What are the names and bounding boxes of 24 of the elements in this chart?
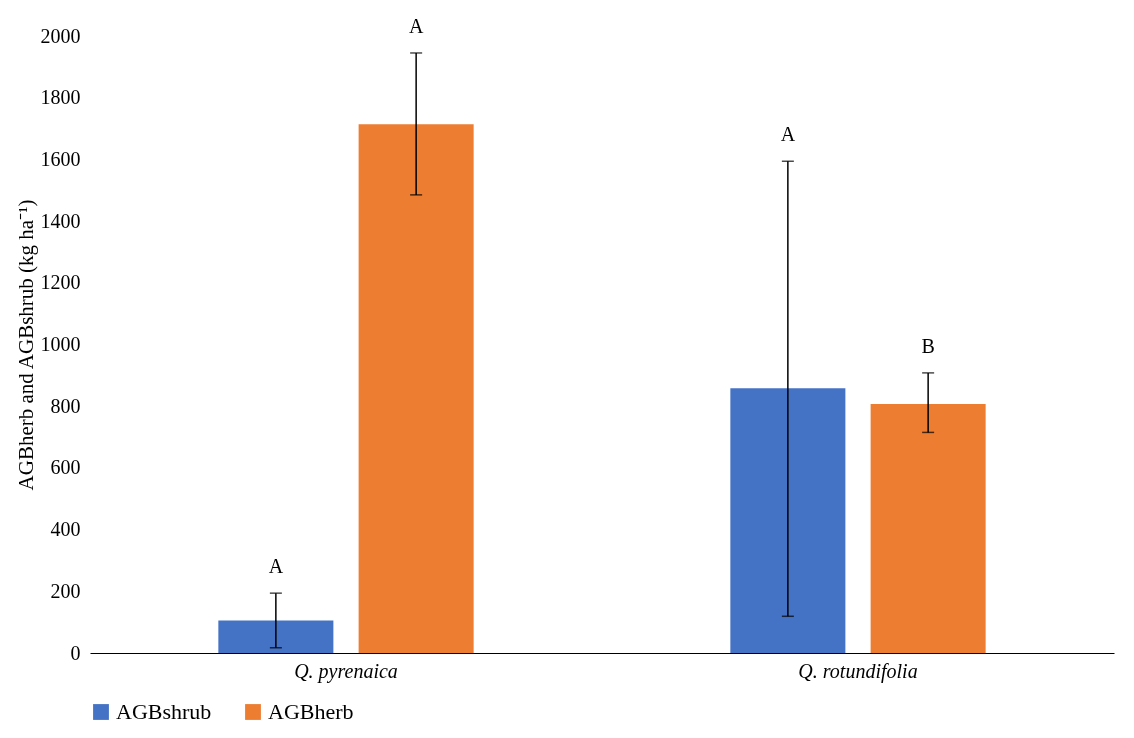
y-axis-title: AGBherb and AGBshrub (kg ha⁻¹) [13, 199, 38, 491]
bar [218, 620, 334, 653]
y-tick-label: 2000 [40, 24, 81, 47]
x-tick-label: Q. rotundifolia [798, 659, 918, 683]
x-tick-label: Q. pyrenaica [294, 659, 398, 683]
annotation: A [780, 123, 796, 146]
y-tick-label: 800 [50, 394, 81, 417]
y-tick-label: 1600 [40, 147, 81, 170]
legend-label: AGBherb [268, 699, 354, 724]
y-tick-label: 0 [70, 641, 81, 664]
bar [730, 388, 846, 653]
y-tick-label: 1000 [40, 333, 81, 355]
annotation: B [921, 334, 935, 357]
y-tick-label: 1800 [40, 86, 81, 109]
y-tick-label: 1200 [40, 271, 81, 294]
bar [870, 404, 986, 653]
y-tick-label: 400 [50, 518, 81, 541]
bar [358, 124, 474, 653]
annotation: A [408, 14, 424, 37]
legend-label: AGBshrub [116, 699, 212, 724]
y-tick-label: 1400 [40, 209, 81, 232]
y-tick-label: 200 [50, 579, 81, 602]
annotation: A [268, 555, 284, 578]
y-tick-label: 600 [50, 456, 81, 479]
